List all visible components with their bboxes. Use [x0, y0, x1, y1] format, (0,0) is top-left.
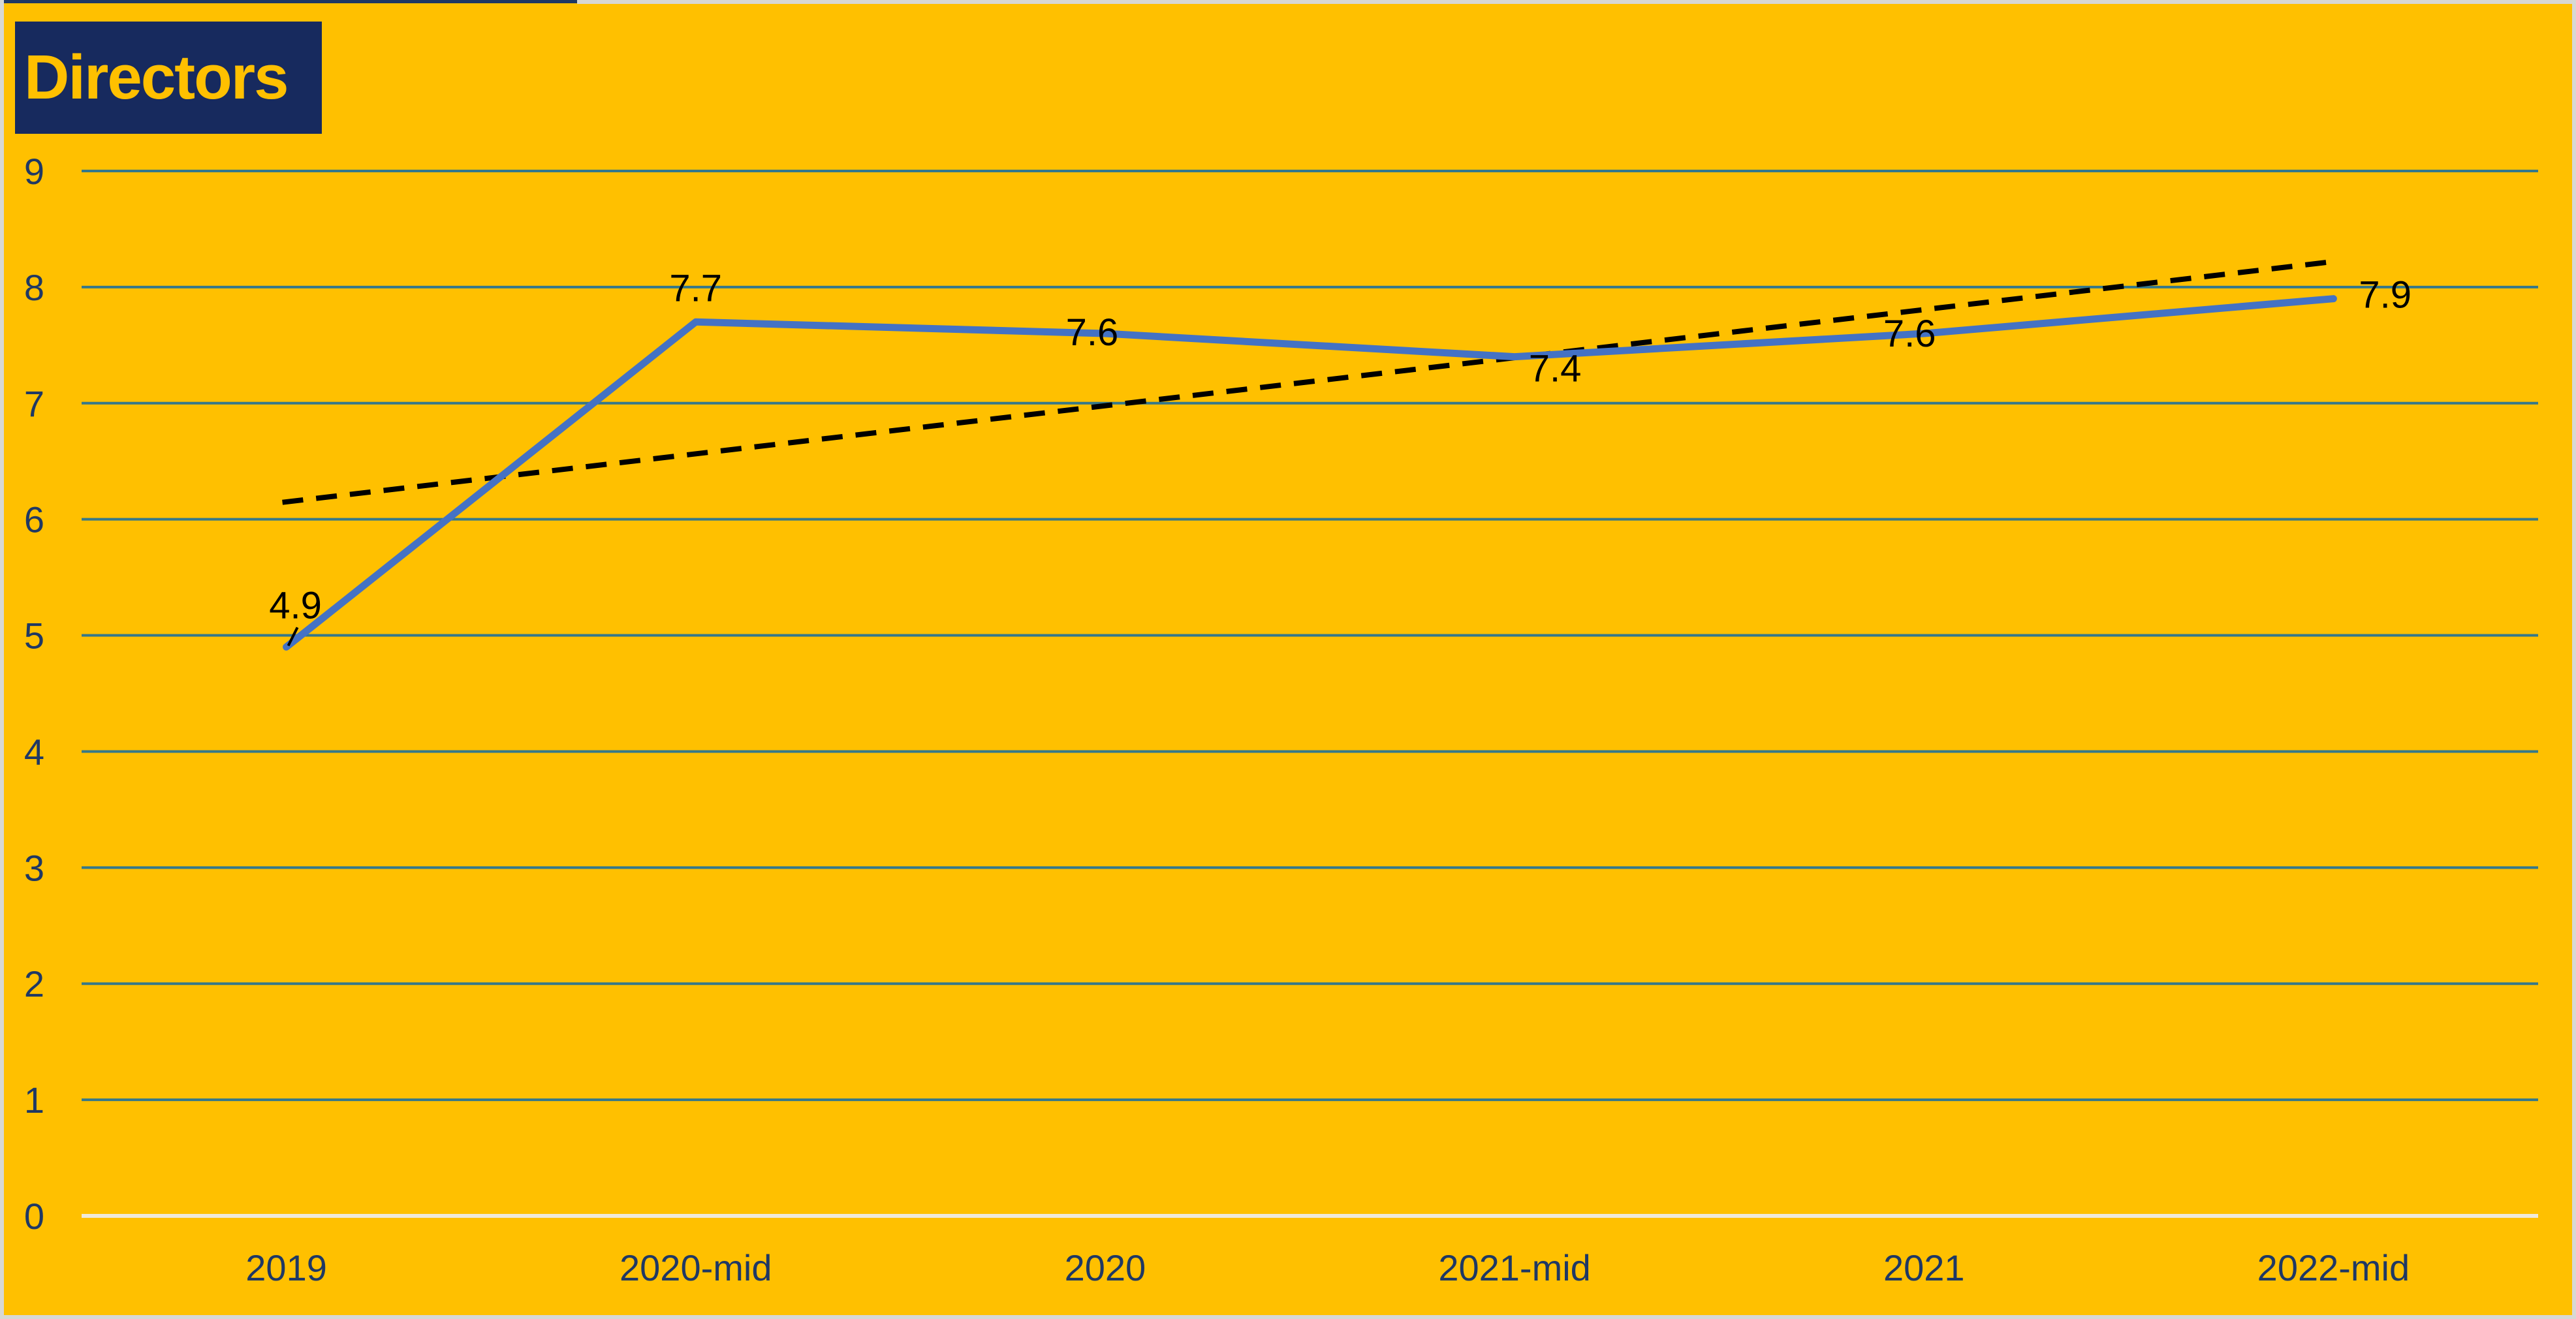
x-tick-label-2022-mid: 2022-mid — [2257, 1247, 2410, 1288]
frame-border-left — [0, 0, 4, 1319]
data-label-2021: 7.6 — [1883, 313, 1936, 355]
y-tick-label-1: 1 — [24, 1079, 44, 1121]
data-label-2020-mid: 7.7 — [669, 267, 722, 309]
top-border-navy-segment — [0, 0, 581, 3]
x-tick-label-2021: 2021 — [1883, 1247, 1965, 1288]
y-tick-label-4: 4 — [24, 731, 44, 772]
data-label-2020: 7.6 — [1066, 311, 1119, 354]
x-tick-label-2021-mid: 2021-mid — [1438, 1247, 1590, 1288]
chart-title-box: Directors — [15, 22, 322, 134]
frame-border-right — [2572, 0, 2576, 1319]
data-label-2021-mid: 7.4 — [1529, 348, 1582, 390]
y-tick-label-7: 7 — [24, 383, 44, 424]
x-tick-label-2020-mid: 2020-mid — [620, 1247, 772, 1288]
data-label-2019: 4.9 — [269, 584, 322, 627]
data-label-2022-mid: 7.9 — [2359, 274, 2411, 317]
y-tick-label-6: 6 — [24, 499, 44, 540]
x-tick-label-2019: 2019 — [245, 1247, 327, 1288]
y-tick-label-8: 8 — [24, 267, 44, 308]
y-tick-label-2: 2 — [24, 963, 44, 1004]
y-tick-label-3: 3 — [24, 847, 44, 888]
y-tick-label-0: 0 — [24, 1196, 44, 1237]
frame-border-top — [577, 0, 2576, 4]
x-tick-label-2020: 2020 — [1065, 1247, 1146, 1288]
chart-title: Directors — [24, 42, 289, 112]
trendline-dashed — [282, 259, 2331, 505]
y-tick-label-5: 5 — [24, 615, 44, 657]
frame-border-bottom — [0, 1315, 2576, 1319]
y-tick-label-9: 9 — [24, 151, 44, 192]
series-line-directors — [283, 295, 2337, 651]
data-label-leader-line — [287, 627, 299, 647]
